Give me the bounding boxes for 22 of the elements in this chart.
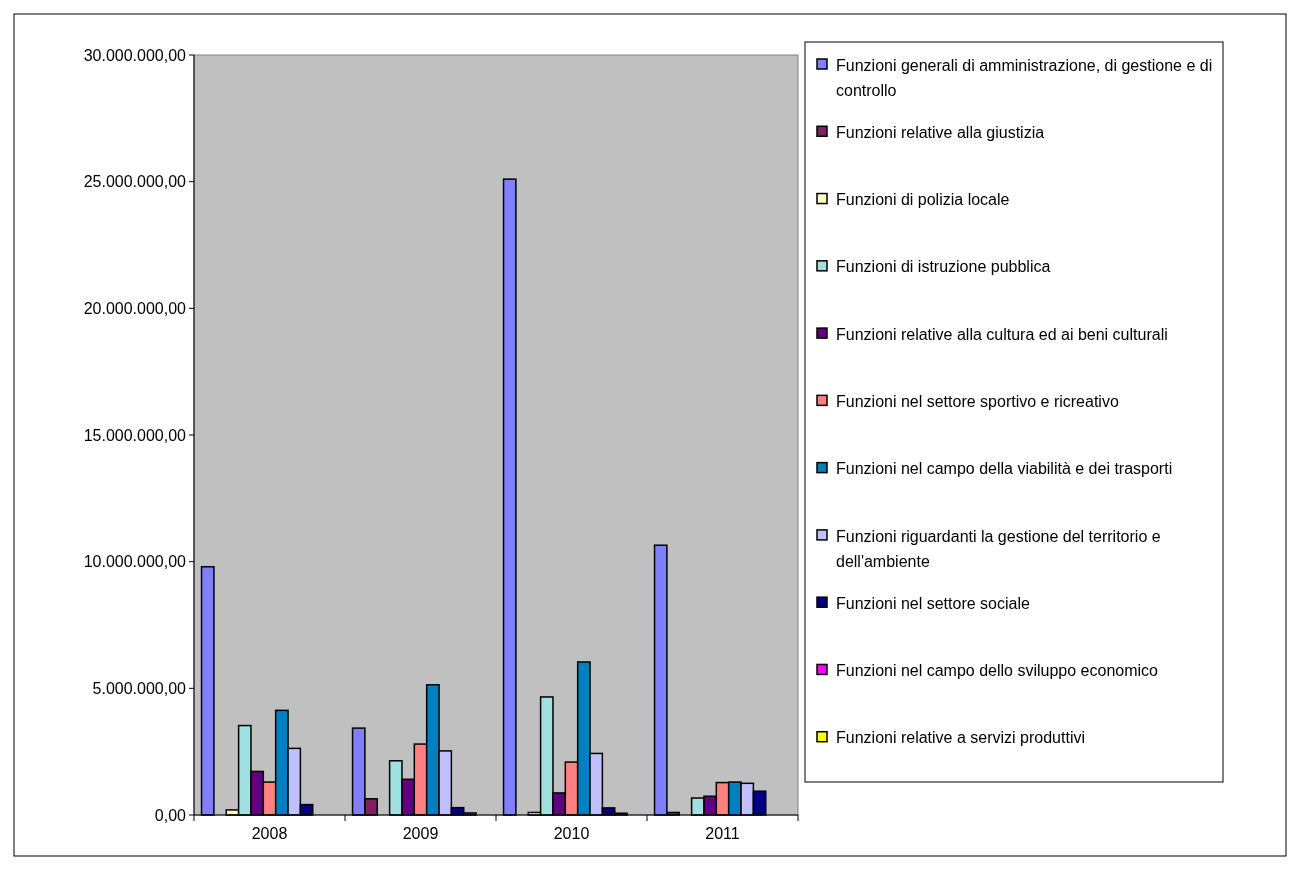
y-tick-label: 0,00 <box>154 806 187 824</box>
y-tick-label: 25.000.000,00 <box>83 173 187 191</box>
legend-label: Funzioni nel settore sportivo e ricreativo <box>836 392 1119 410</box>
x-tick-label: 2011 <box>705 825 740 842</box>
legend-label: Funzioni nel settore sociale <box>836 594 1030 612</box>
y-tick-label: 15.000.000,00 <box>83 426 187 444</box>
legend-label: Funzioni riguardanti la gestione del territorio e dell'ambiente <box>836 527 1161 571</box>
y-tick-label: 30.000.000,00 <box>83 46 187 64</box>
legend-label: Funzioni di istruzione pubblica <box>836 258 1051 276</box>
x-tick-label: 2008 <box>251 825 288 842</box>
legend-label: Funzioni relative a servizi produttivi <box>836 729 1085 747</box>
legend-label: Funzioni di polizia locale <box>836 191 1010 209</box>
x-tick-label: 2009 <box>402 825 439 842</box>
legend-label: Funzioni relative alla giustizia <box>836 123 1045 141</box>
y-tick-label: 5.000.000,00 <box>92 679 187 697</box>
legend-label: Funzioni nel campo della viabilità e dei trasporti <box>836 460 1173 478</box>
y-tick-label: 20.000.000,00 <box>83 299 187 317</box>
x-tick-label: 2010 <box>553 825 590 842</box>
legend-label: Funzioni generali di amministrazione, di gestione e di controllo <box>836 56 1213 100</box>
y-tick-label: 10.000.000,00 <box>83 553 187 571</box>
legend-label: Funzioni relative alla cultura ed ai beni culturali <box>836 325 1168 343</box>
legend-label: Funzioni nel campo dello sviluppo economico <box>836 662 1159 680</box>
